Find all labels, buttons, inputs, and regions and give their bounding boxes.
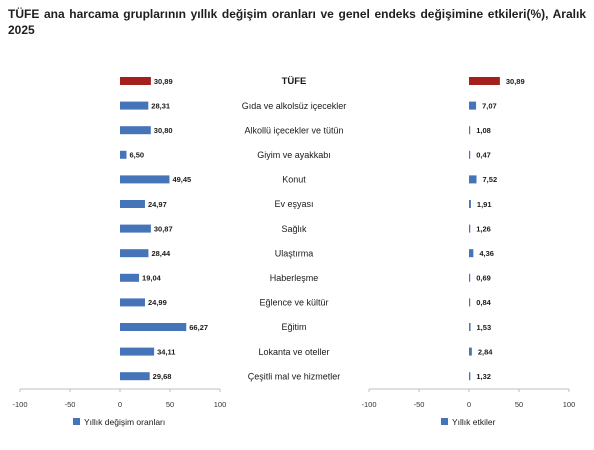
bar-effect — [469, 273, 471, 282]
data-label: 66,27 — [189, 323, 208, 332]
x-tick-label: 50 — [166, 400, 174, 409]
legend-label: Yıllık etkiler — [452, 417, 496, 427]
data-label: 0,84 — [476, 298, 491, 307]
legend-swatch — [441, 418, 448, 425]
x-tick-label: 0 — [467, 400, 471, 409]
bar-effect — [469, 126, 471, 135]
legend-swatch — [73, 418, 80, 425]
bar-effect — [469, 323, 471, 331]
bar-rate — [120, 372, 150, 381]
category-label: Lokanta ve oteller — [258, 347, 329, 357]
data-label: 29,68 — [153, 372, 172, 381]
bar-effect — [469, 101, 477, 110]
category-label: Konut — [282, 175, 306, 185]
data-label: 19,04 — [142, 274, 162, 283]
data-label: 0,47 — [476, 151, 491, 160]
data-label: 7,07 — [482, 101, 497, 110]
data-label: 1,32 — [476, 372, 491, 381]
bar-effect — [469, 224, 471, 233]
data-label: 24,99 — [148, 298, 167, 307]
data-label: 1,08 — [476, 126, 491, 135]
data-label: 6,50 — [130, 151, 145, 160]
data-label: 30,87 — [154, 224, 173, 233]
data-label: 1,53 — [477, 323, 492, 332]
bar-rate — [120, 150, 127, 159]
bar-effect — [469, 298, 471, 307]
bar-effect — [469, 200, 471, 208]
bar-rate — [120, 224, 151, 233]
bar-effect — [469, 77, 500, 85]
bar-effect — [469, 249, 474, 258]
bar-effect — [469, 347, 472, 356]
data-label: 28,31 — [151, 101, 170, 110]
bar-effect — [469, 372, 471, 381]
bar-effect — [469, 150, 471, 159]
x-tick-label: -50 — [65, 400, 76, 409]
bar-rate — [120, 200, 145, 208]
category-label: Haberleşme — [270, 273, 319, 283]
category-label: Sağlık — [281, 224, 307, 234]
chart-title: TÜFE ana harcama gruplarının yıllık deği… — [8, 7, 586, 37]
bar-rate — [120, 101, 149, 110]
x-tick-label: 0 — [118, 400, 122, 409]
data-label: 30,89 — [154, 77, 173, 86]
bar-effect — [469, 175, 477, 184]
data-label: 49,45 — [172, 175, 191, 184]
data-label: 24,97 — [148, 200, 167, 209]
bar-rate — [120, 323, 187, 331]
x-tick-label: -100 — [12, 400, 27, 409]
bar-rate — [120, 175, 170, 184]
bar-rate — [120, 77, 151, 85]
category-label: Alkollü içecekler ve tütün — [244, 125, 343, 135]
x-tick-label: -50 — [414, 400, 425, 409]
x-tick-label: -100 — [361, 400, 376, 409]
legend-label: Yıllık değişim oranları — [84, 417, 165, 427]
category-label: Gıda ve alkolsüz içecekler — [242, 101, 347, 111]
data-label: 7,52 — [483, 175, 498, 184]
x-tick-label: 50 — [515, 400, 523, 409]
category-label: Ev eşyası — [274, 199, 313, 209]
x-tick-label: 100 — [563, 400, 576, 409]
category-label: Eğitim — [281, 322, 306, 332]
category-label: Eğlence ve kültür — [259, 298, 328, 308]
bar-rate — [120, 126, 151, 135]
category-label: Çeşitli mal ve hizmetler — [248, 371, 341, 381]
data-label: 2,84 — [478, 347, 493, 356]
category-label: Ulaştırma — [275, 248, 314, 258]
data-label: 0,69 — [476, 274, 491, 283]
category-label: TÜFE — [282, 76, 307, 87]
data-label: 34,11 — [157, 347, 175, 356]
bar-rate — [120, 298, 145, 307]
x-tick-label: 100 — [214, 400, 227, 409]
data-label: 30,89 — [506, 77, 525, 86]
bar-rate — [120, 273, 140, 282]
data-label: 30,80 — [154, 126, 173, 135]
data-label: 1,26 — [476, 224, 491, 233]
data-label: 4,36 — [479, 249, 494, 258]
data-label: 28,44 — [151, 249, 171, 258]
category-label: Giyim ve ayakkabı — [257, 150, 331, 160]
bar-rate — [120, 249, 149, 258]
bar-rate — [120, 347, 155, 356]
data-label: 1,91 — [477, 200, 492, 209]
